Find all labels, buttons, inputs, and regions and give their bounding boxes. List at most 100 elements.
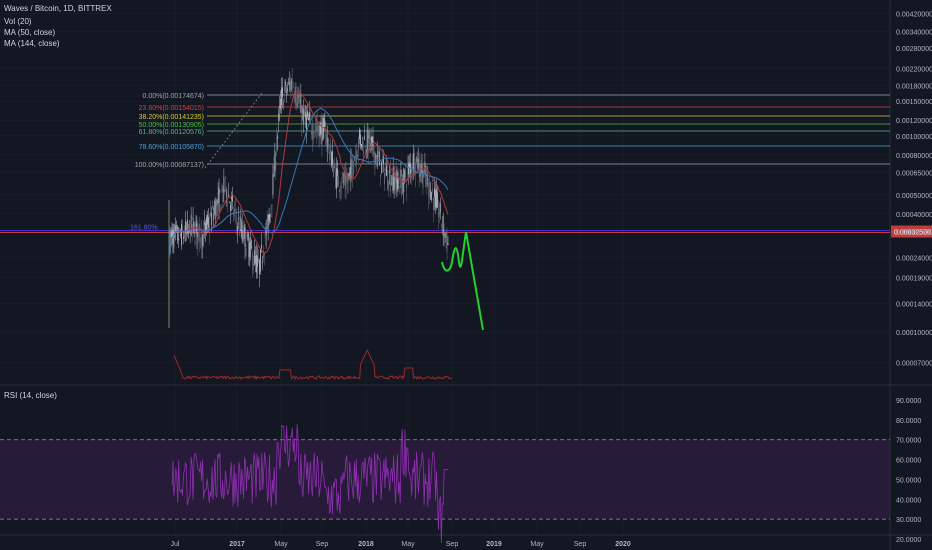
- fib-level-label: 100.00%(0.00087137): [135, 162, 204, 169]
- candle-body: [356, 150, 358, 164]
- candle-body: [302, 108, 304, 114]
- candle-body: [318, 122, 320, 145]
- candle-body: [188, 221, 190, 223]
- projection-line[interactable]: [441, 231, 484, 331]
- candle-body: [291, 78, 293, 87]
- candle-body: [325, 129, 327, 145]
- candle-body: [384, 173, 385, 184]
- candle-body: [372, 136, 374, 146]
- price-tick-label: 0.00150000: [896, 99, 932, 106]
- candle-body: [374, 151, 376, 169]
- candle-body: [210, 211, 211, 216]
- volume-ma-line: [173, 349, 452, 381]
- candle-body: [266, 218, 268, 221]
- candle-body: [322, 118, 324, 141]
- candle-body: [281, 87, 282, 106]
- candle-body: [248, 242, 250, 258]
- candle-body: [321, 123, 323, 147]
- candle-body: [437, 192, 438, 208]
- candle-body: [330, 143, 332, 154]
- candle-body: [420, 159, 422, 173]
- moving-averages: [169, 91, 449, 255]
- rsi-tick-label: 30.0000: [896, 517, 921, 524]
- price-tick-label: 0.00024000: [896, 255, 932, 262]
- candle-body: [169, 229, 171, 255]
- candle-body: [184, 232, 185, 239]
- candle-body: [380, 173, 382, 179]
- candle-body: [440, 223, 442, 225]
- candle-body: [405, 172, 407, 179]
- candle-body: [368, 130, 370, 139]
- candle-body: [298, 94, 300, 103]
- candle-body: [326, 138, 328, 143]
- candle-body: [235, 219, 237, 222]
- candle-body: [171, 230, 173, 237]
- candle-body: [214, 201, 216, 219]
- candle-body: [383, 156, 384, 164]
- candle-body: [317, 126, 319, 132]
- candle-body: [423, 168, 425, 178]
- candle-body: [334, 162, 335, 169]
- price-tick-label: 0.00040000: [896, 212, 932, 219]
- candle-body: [309, 112, 310, 120]
- candle-body: [243, 225, 245, 230]
- candle-body: [293, 96, 295, 98]
- price-candles: [168, 67, 449, 328]
- candle-body: [197, 231, 199, 244]
- candle-body: [271, 204, 273, 207]
- candle-body: [191, 225, 193, 230]
- candle-body: [300, 95, 302, 113]
- candle-body: [393, 176, 395, 191]
- rsi-tick-label: 20.0000: [896, 537, 921, 544]
- candle-body: [242, 237, 244, 242]
- candle-body: [181, 223, 182, 246]
- candle-body: [340, 186, 342, 189]
- candle-body: [392, 167, 394, 191]
- candle-body: [179, 228, 181, 230]
- candle-body: [257, 256, 258, 268]
- candle-body: [282, 87, 283, 98]
- ma144-legend: MA (144, close): [4, 39, 60, 48]
- price-tick-label: 0.00340000: [896, 29, 932, 36]
- candle-body: [205, 222, 206, 233]
- candle-body: [183, 236, 184, 239]
- time-tick-label: May: [274, 541, 288, 548]
- candle-body: [247, 232, 249, 241]
- candle-body: [331, 152, 333, 166]
- rsi-band: [0, 439, 890, 520]
- candle-body: [170, 231, 172, 238]
- candle-body: [439, 203, 441, 213]
- candle-body: [175, 225, 177, 233]
- candle-body: [415, 156, 417, 158]
- candle-body: [190, 214, 192, 235]
- candle-body: [320, 122, 322, 135]
- candle-body: [409, 162, 410, 169]
- candle-body: [336, 168, 338, 176]
- candle-body: [401, 179, 403, 196]
- rsi-tick-label: 80.0000: [896, 418, 921, 425]
- price-tick-label: 0.00180000: [896, 84, 932, 91]
- candle-body: [350, 159, 352, 183]
- candle-body: [354, 160, 356, 162]
- candle-body: [239, 216, 241, 222]
- symbol-title: Waves / Bitcoin, 1D, BITTREX: [4, 4, 112, 13]
- candle-body: [338, 189, 340, 193]
- candle-body: [378, 155, 380, 157]
- candle-body: [270, 207, 272, 209]
- candle-body: [177, 226, 179, 241]
- time-tick-label: Jul: [171, 541, 180, 548]
- candle-body: [386, 165, 387, 176]
- candle-body: [414, 164, 416, 174]
- candle-body: [275, 161, 277, 170]
- candle-body: [400, 169, 402, 177]
- candle-body: [295, 85, 297, 106]
- candle-body: [446, 232, 448, 253]
- candle-body: [419, 173, 421, 177]
- candle-body: [447, 243, 449, 246]
- candle-body: [292, 86, 294, 88]
- candle-body: [237, 217, 239, 219]
- candle-body: [260, 248, 261, 272]
- candle-body: [176, 225, 178, 229]
- candle-body: [285, 81, 286, 86]
